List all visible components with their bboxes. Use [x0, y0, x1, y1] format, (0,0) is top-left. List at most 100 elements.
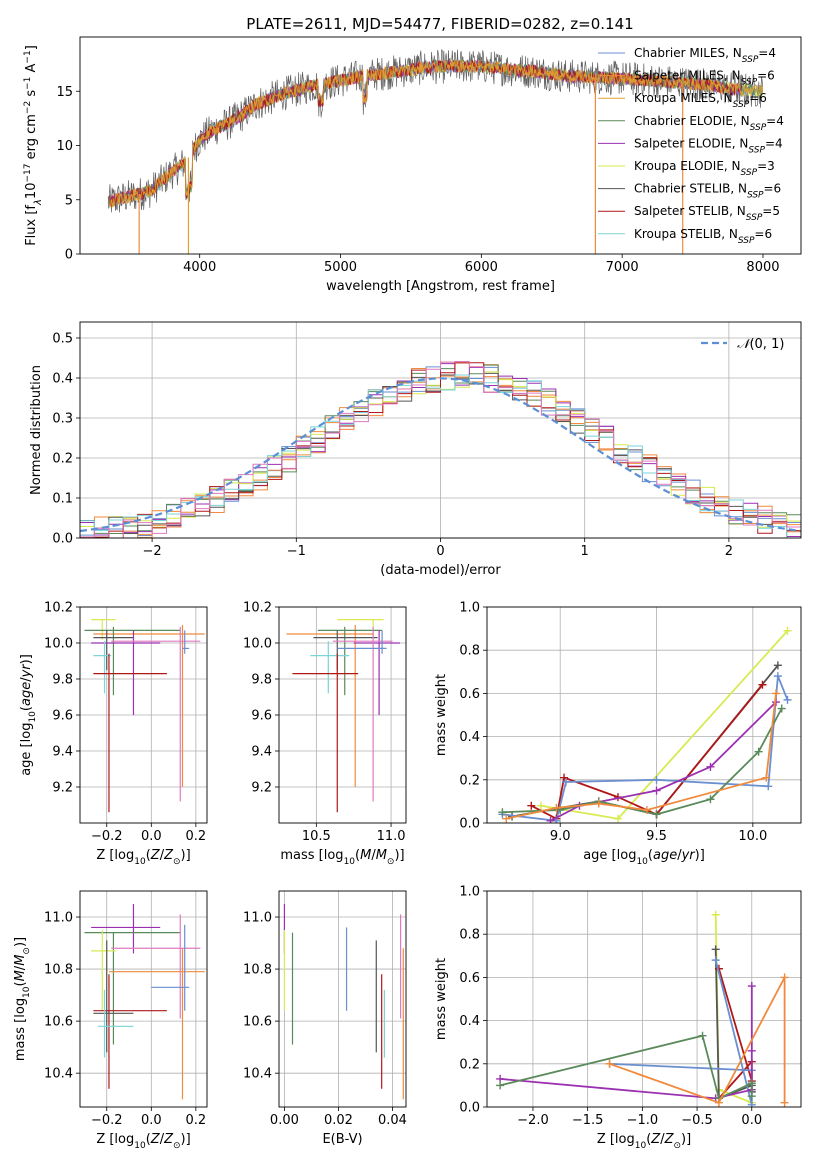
weight-vs-Z-panel: −2.0 −1.5 −1.0 −0.5 0.0 0.0 0.2 0.4 0.6 0.8 1.0 Z […	[434, 885, 802, 1151]
y-tick-label: 0.2	[459, 773, 480, 788]
y-tick-label: 10.0	[243, 637, 272, 652]
axes-frame	[79, 36, 802, 255]
y-tick-label: 0.2	[459, 1057, 480, 1072]
weight-line-salpeter_stelib	[530, 684, 764, 821]
weight-vs-age-lines	[498, 626, 792, 823]
weight-marker	[527, 801, 536, 810]
x-tick-label: 5000	[324, 260, 357, 275]
y-axis-label: age [log10(age/yr)]	[19, 654, 38, 776]
weight-marker	[706, 795, 715, 804]
residual-histograms	[80, 361, 801, 538]
weight-vs-Z-lines	[496, 910, 789, 1107]
weight-marker	[498, 808, 507, 817]
spectrum-lines	[107, 48, 764, 254]
weight-line-salpeter_miles	[609, 976, 786, 1104]
y-tick-label: 9.4	[52, 745, 73, 760]
x-tick-label: 10.0	[738, 829, 767, 844]
figure-title: PLATE=2611, MJD=54477, FIBERID=0282, z=0…	[246, 15, 633, 33]
histogram-step	[80, 362, 801, 538]
age-vs-mass-errorbars	[286, 618, 401, 813]
weight-marker	[652, 786, 661, 795]
x-axis-label: wavelength [Angstrom, rest frame]	[326, 279, 555, 294]
legend-label: Chabrier STELIB, NSSP=6	[634, 182, 781, 201]
y-tick-label: 0.4	[459, 730, 480, 745]
weight-marker	[747, 1100, 756, 1107]
weight-marker	[780, 1098, 789, 1107]
y-tick-label: 11.0	[243, 911, 272, 926]
x-axis-label: E(B-V)	[322, 1132, 362, 1147]
y-tick-label: 0	[65, 248, 73, 263]
y-tick-label: 10.8	[44, 963, 73, 978]
x-axis-label: (data-model)/error	[380, 563, 501, 578]
x-tick-label: 0.00	[270, 1113, 299, 1128]
y-tick-label: 0.0	[459, 817, 480, 832]
axes-frame	[79, 890, 208, 1108]
x-tick-label: −1.0	[627, 1113, 659, 1128]
mass-vs-ebv-panel: 0.00 0.02 0.04 10.4 10.6 10.8 11.0 E(B-V)	[243, 890, 407, 1147]
x-axis-label: Z [log10(Z/Z⊙)]	[96, 848, 190, 867]
weight-marker	[706, 762, 715, 771]
weight-vs-age-panel: 9.0 9.5 10.0 0.0 0.2 0.4 0.6 0.8 1.0 age [log10(a…	[434, 601, 802, 867]
y-tick-label: 11.0	[44, 911, 73, 926]
legend-label: Salpeter ELODIE, NSSP=4	[634, 136, 783, 155]
weight-line-kroupa_elodie	[540, 630, 789, 820]
x-tick-label: 0.02	[324, 1113, 353, 1128]
axes-frame	[486, 890, 802, 1108]
y-tick-label: 10.2	[44, 601, 73, 616]
mass-vs-Z-errorbars	[84, 904, 205, 1100]
x-tick-label: −0.2	[91, 1113, 123, 1128]
weight-marker	[771, 689, 780, 698]
weight-marker	[546, 816, 555, 823]
legend-label: Chabrier MILES, NSSP=4	[634, 46, 776, 65]
weight-marker	[605, 1059, 614, 1068]
ebv-errorbars	[283, 904, 404, 1100]
weight-marker	[536, 801, 545, 810]
x-tick-label: 2	[725, 544, 733, 559]
x-tick-label: −0.2	[91, 829, 123, 844]
axes-frame	[278, 606, 407, 824]
y-tick-label: 10.8	[243, 963, 272, 978]
y-axis-label: mass weight	[434, 958, 449, 1040]
histogram-step	[80, 361, 801, 538]
weight-marker	[613, 814, 622, 823]
weight-marker	[698, 1031, 707, 1040]
y-tick-label: 9.8	[52, 673, 73, 688]
weight-line-chabrier_miles	[502, 675, 789, 822]
weight-line-salpeter_stelib	[718, 968, 753, 1099]
y-tick-label: 9.6	[52, 709, 73, 724]
y-tick-label: 10.4	[243, 1067, 272, 1082]
weight-marker	[783, 626, 792, 635]
y-tick-label: 10.4	[44, 1067, 73, 1082]
y-tick-label: 0.6	[459, 971, 480, 986]
x-tick-label: 9.0	[550, 829, 571, 844]
y-tick-label: 0.0	[52, 532, 73, 547]
x-tick-label: −0.5	[681, 1113, 713, 1128]
y-tick-label: 9.2	[52, 781, 73, 796]
weight-marker	[747, 982, 756, 991]
legend-label: Chabrier ELODIE, NSSP=4	[634, 114, 784, 133]
x-tick-label: 11.0	[377, 829, 406, 844]
y-axis-label: mass weight	[434, 674, 449, 756]
weight-marker	[773, 661, 782, 670]
weight-marker	[747, 1092, 756, 1101]
weight-marker	[711, 945, 720, 954]
weight-marker	[762, 773, 771, 782]
x-tick-label: 6000	[465, 260, 498, 275]
x-tick-label: 0.04	[378, 1113, 407, 1128]
y-tick-label: 1.0	[459, 601, 480, 616]
y-axis-label: mass [log10(M/M⊙)]	[13, 937, 32, 1061]
x-tick-label: 0	[436, 544, 444, 559]
weight-marker	[552, 803, 561, 812]
weight-marker	[652, 810, 661, 819]
spectrum-panel: 4000 5000 6000 7000 8000 0 5 10 15 wavelength [An…	[23, 36, 802, 294]
y-tick-label: 9.6	[251, 709, 272, 724]
x-tick-label: 10.5	[302, 829, 331, 844]
x-tick-label: 0.0	[741, 1113, 762, 1128]
weight-marker	[652, 775, 661, 784]
weight-marker	[754, 747, 763, 756]
y-tick-label: 10	[56, 139, 73, 154]
y-tick-label: 0.4	[52, 372, 73, 387]
x-axis-label: Z [log10(Z/Z⊙)]	[597, 1132, 691, 1151]
weight-marker	[764, 782, 773, 791]
